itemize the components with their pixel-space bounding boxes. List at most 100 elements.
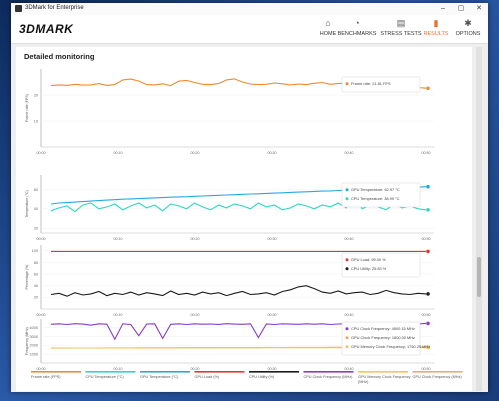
legend-swatch [358,371,408,373]
x-tick-label: 00:30 [268,367,277,371]
title-bar: 3DMark for Enterprise – ▢ ✕ [11,3,488,15]
y-tick-label: 60 [34,188,38,192]
legend-label: CPU Clock Frequency (MHz) [304,375,354,379]
x-tick-label: 00:00 [37,151,46,155]
y-tick-label: 40 [34,207,38,211]
x-tick-label: 00:10 [114,237,123,241]
series-end-marker [426,184,430,189]
results-content: Detailed monitoring Frame rate (FPS) 20 10… [11,44,488,392]
nav-options[interactable]: ✱ OPTIONS [448,18,488,37]
app-header: 3DMARK ⌂ HOME ◔ BENCHMARKS ▤ STRESS TEST… [11,15,488,44]
close-button[interactable]: ✕ [476,5,482,12]
x-tick-label: 00:00 [37,313,46,317]
results-icon: ▮ [433,18,439,28]
reading-swatch [345,345,349,349]
reading-text: GPU Temperature: 62.97 °C [351,187,400,192]
reading-swatch [345,327,349,331]
y-axis-label: Percentage (%) [25,265,29,290]
reading-swatch [345,336,349,340]
reading-text: GPU Memory Clock Frequency: 1750.25 MHz [351,344,430,349]
x-tick-label: 00:40 [345,151,354,155]
series-end-marker [426,345,430,350]
x-tick-label: 00:40 [345,313,354,317]
app-window: 3DMark for Enterprise – ▢ ✕ 3DMARK ⌂ HOM… [11,3,488,392]
y-tick-label: 4000 [30,326,38,330]
monitoring-charts: Frame rate (FPS) 20 10 00:00 00:10 00:20 00:30… [25,69,463,384]
reading-swatch [345,188,349,192]
x-tick-label: 00:30 [268,151,277,155]
legend-label: CPU Utility (%) [249,375,275,379]
series-end-marker [426,292,430,296]
y-tick-label: 60 [34,272,38,276]
stress-icon: ▤ [396,18,406,28]
y-tick-label: 80 [34,261,38,265]
y-axis-label: Temperature (°C) [25,190,29,218]
maximize-button[interactable]: ▢ [457,5,465,12]
reading-swatch [345,258,349,262]
reading-text: GPU Clock Frequency: 1800.00 MHz [351,335,415,340]
reading-box [341,321,421,356]
reading-text: GPU Load: 99.00 % [351,257,386,262]
legend-label: (MHz) [358,380,369,384]
app-icon [15,5,22,12]
x-tick-label: 00:20 [191,237,200,241]
y-tick-label: 10 [34,119,38,123]
home-icon: ⌂ [325,18,331,28]
x-tick-label: 00:10 [114,367,123,371]
nav-stress-tests[interactable]: ▤ STRESS TESTS [377,18,425,37]
reading-text: CPU Utility: 25.83 % [351,266,387,271]
minimize-button[interactable]: – [441,5,445,12]
x-tick-label: 00:50 [422,367,431,371]
reading-box [341,252,421,278]
reading-swatch [345,197,349,201]
reading-text: CPU Temperature: 38.99 °C [351,196,400,201]
reading-text: Frame rate: 21.81 FPS [351,81,391,86]
y-tick-label: 1000 [30,353,38,357]
legend-label: GPU Load (%) [195,375,220,379]
legend-swatch [85,371,136,373]
gear-icon: ✱ [464,18,472,28]
legend-label: Frame rate (FPS) [31,375,61,379]
x-tick-label: 00:20 [191,151,200,155]
legend-swatch [194,371,245,373]
nav-stress-tests-label: STRESS TESTS [380,31,422,37]
y-axis-label: Frequency (MHz) [25,327,29,355]
x-tick-label: 00:50 [422,237,431,241]
vertical-scrollbar[interactable] [476,47,482,391]
legend-label: GPU Temperature (°C) [140,375,179,379]
y-tick-label: 20 [34,93,38,97]
y-tick-label: 2000 [30,344,38,348]
x-tick-label: 00:30 [268,237,277,241]
legend-swatch [303,371,354,373]
scrollbar-thumb[interactable] [477,257,481,297]
series-end-marker [426,208,430,212]
detailed-monitoring-panel: Detailed monitoring Frame rate (FPS) 20 10… [16,47,472,391]
window-title: 3DMark for Enterprise [25,5,84,11]
y-tick-label: 20 [34,296,38,300]
reading-box [341,182,421,208]
legend-swatch [31,371,81,373]
nav-home-label: HOME [319,31,337,37]
legend-swatch [249,371,299,373]
legend-label: GPU Clock Frequency (MHz) [413,375,463,379]
x-tick-label: 00:40 [345,237,354,241]
series-end-marker [426,86,430,91]
reading-swatch [345,267,349,271]
x-tick-label: 00:10 [114,313,123,317]
y-tick-label: 3000 [30,335,38,339]
nav-options-label: OPTIONS [455,31,481,37]
nav-home[interactable]: ⌂ HOME [308,18,348,37]
nav-benchmarks-label: BENCHMARKS [337,31,377,37]
y-tick-label: 20 [34,226,38,230]
x-tick-label: 00:10 [114,151,123,155]
app-logo: 3DMARK [19,22,74,36]
nav-results[interactable]: ▮ RESULTS [416,18,456,37]
reading-swatch [345,82,349,86]
x-tick-label: 00:00 [37,367,46,371]
y-axis-label: Frame rate (FPS) [25,94,29,122]
legend-swatch [140,371,190,373]
x-tick-label: 00:00 [37,237,46,241]
legend-label: GPU Memory Clock Frequency [358,375,411,379]
nav-benchmarks[interactable]: ◔ BENCHMARKS [333,18,381,37]
nav-results-label: RESULTS [423,31,449,37]
